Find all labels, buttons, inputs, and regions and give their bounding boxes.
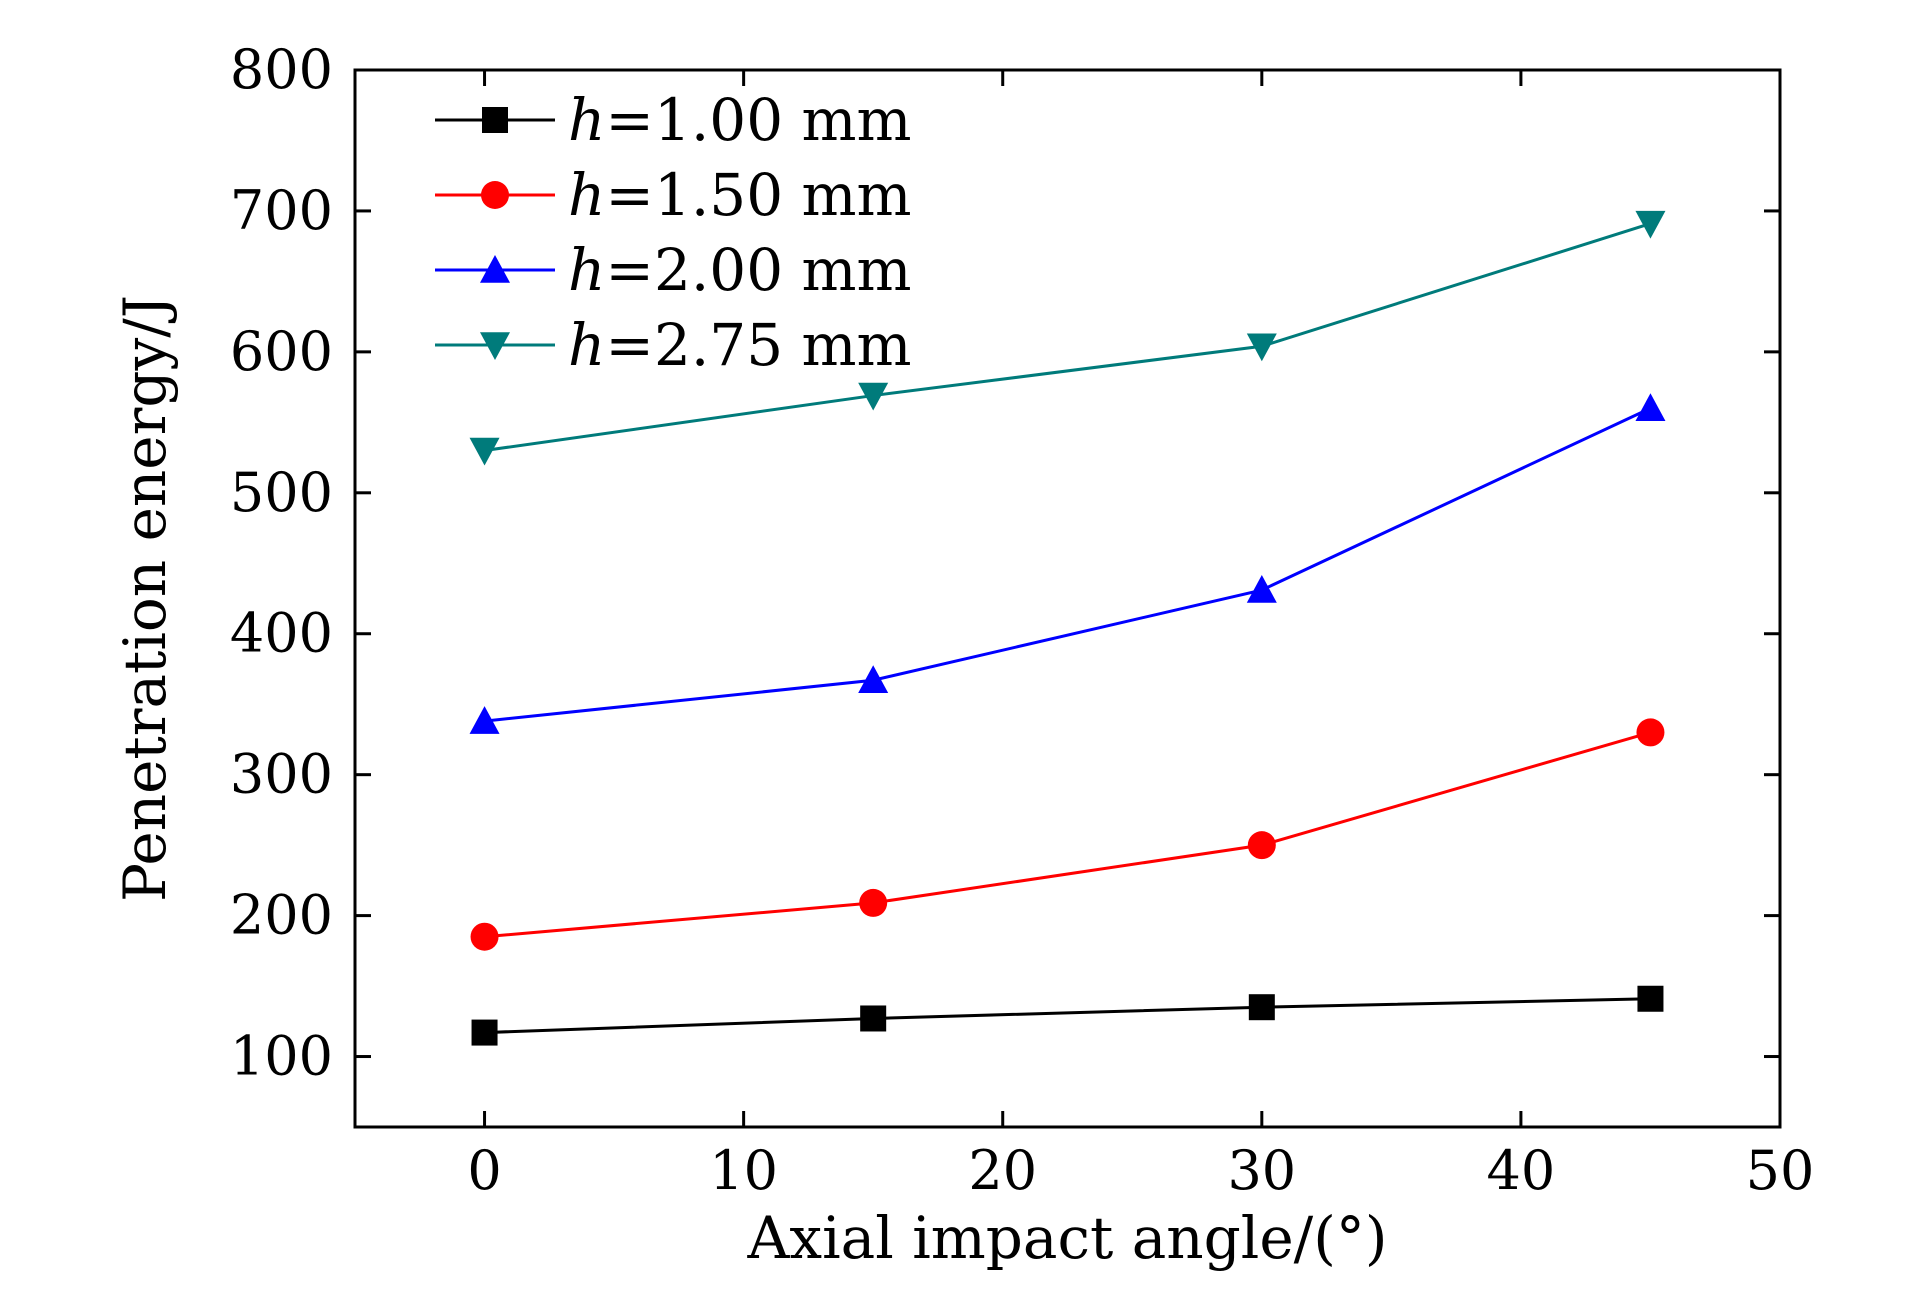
series-line xyxy=(484,730,1651,939)
data-point xyxy=(858,382,889,411)
y-axis-title: Penetration energy/J xyxy=(111,295,179,902)
y-tick-label: 300 xyxy=(230,743,333,806)
data-point xyxy=(1248,994,1275,1021)
legend-label-value: =1.00 mm xyxy=(605,86,911,154)
data-point xyxy=(859,888,888,917)
x-axis-title: Axial impact angle/(°) xyxy=(747,1204,1388,1272)
y-tick-label: 800 xyxy=(230,38,333,101)
legend-label: h=2.75 mm xyxy=(568,311,912,379)
data-point xyxy=(471,1019,498,1046)
series-line xyxy=(484,222,1651,453)
data-point xyxy=(860,1005,887,1032)
data-point xyxy=(1635,393,1666,421)
y-tick-label: 100 xyxy=(230,1025,333,1088)
data-point xyxy=(469,437,500,466)
y-tick-label: 500 xyxy=(230,461,333,524)
series-line xyxy=(484,406,1652,723)
data-point xyxy=(469,706,500,734)
y-tick-label: 600 xyxy=(230,320,333,383)
legend-label: h=1.00 mm xyxy=(568,86,912,154)
series-line xyxy=(484,997,1651,1035)
legend-label-value: =2.00 mm xyxy=(605,236,911,304)
data-point xyxy=(858,665,889,693)
x-tick-label: 20 xyxy=(968,1139,1037,1202)
y-tick-label: 400 xyxy=(230,602,333,665)
legend-marker xyxy=(482,107,508,133)
legend-label-variable: h xyxy=(568,86,605,154)
legend-item: h=1.00 mm xyxy=(435,86,912,154)
legend-item: h=2.00 mm xyxy=(435,236,912,304)
data-point xyxy=(1246,333,1277,362)
legend-label: h=1.50 mm xyxy=(568,161,912,229)
x-tick-label: 0 xyxy=(467,1139,501,1202)
legend: h=1.00 mmh=1.50 mmh=2.00 mmh=2.75 mm xyxy=(435,86,912,379)
legend-label-variable: h xyxy=(568,311,605,379)
legend-label: h=2.00 mm xyxy=(568,236,912,304)
axes: 0 10 20 30 40 50 100 200 300 400 500 600 700 800 xyxy=(230,38,1814,1202)
series-group xyxy=(469,210,1666,1046)
legend-label-value: =1.50 mm xyxy=(605,161,911,229)
legend-label-value: =2.75 mm xyxy=(605,311,911,379)
series-3 xyxy=(469,210,1666,466)
legend-label-variable: h xyxy=(568,236,605,304)
x-tick-label: 30 xyxy=(1227,1139,1296,1202)
legend-marker xyxy=(480,332,510,360)
data-point xyxy=(1635,210,1666,239)
series-0 xyxy=(471,985,1664,1046)
plot-frame xyxy=(353,68,1782,1129)
series-2 xyxy=(469,393,1666,734)
legend-item: h=2.75 mm xyxy=(435,311,912,379)
y-tick-label: 200 xyxy=(230,884,333,947)
x-tick-label: 40 xyxy=(1487,1139,1556,1202)
legend-label-variable: h xyxy=(568,161,605,229)
legend-marker xyxy=(480,255,510,283)
data-point xyxy=(1247,831,1276,860)
data-point xyxy=(1246,575,1277,603)
legend-item: h=1.50 mm xyxy=(435,161,912,229)
data-point xyxy=(1637,985,1664,1012)
data-point xyxy=(1636,718,1665,747)
x-tick-label: 50 xyxy=(1746,1139,1815,1202)
x-tick-label: 10 xyxy=(709,1139,778,1202)
y-tick-label: 700 xyxy=(230,179,333,242)
series-1 xyxy=(470,718,1665,951)
legend-marker xyxy=(481,181,509,209)
data-point xyxy=(470,922,499,951)
